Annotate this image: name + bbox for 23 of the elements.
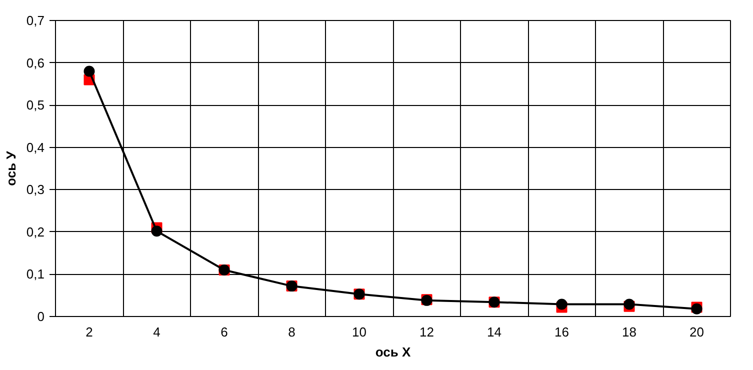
x-tick-label: 4 [153,324,160,340]
x-tick-label: 10 [352,324,366,340]
x-tick-label: 18 [622,324,636,340]
y-tick-label: 0,1 [26,266,45,282]
x-tick-label: 20 [690,324,704,340]
y-tick-label: 0,5 [26,98,45,113]
y-tick-label: 0,2 [26,224,45,240]
x-tick-label: 8 [288,324,296,340]
point [151,226,162,237]
y-axis-title: ось У [3,150,18,186]
x-axis-title: ось X [375,344,411,360]
y-tick-label: 0,7 [26,13,45,28]
x-tick-label: 2 [86,324,93,340]
point [84,66,95,77]
y-tick-label: 0 [37,309,45,324]
x-tick-label: 14 [487,324,502,340]
x-tick-label: 16 [554,324,569,340]
y-tick-label: 0,6 [26,55,45,70]
y-tick-label: 0,4 [26,140,45,155]
x-tick-label: 12 [420,324,434,340]
point [556,298,568,310]
x-tick-label: 6 [220,324,228,340]
y-tick-label: 0,3 [26,182,45,198]
